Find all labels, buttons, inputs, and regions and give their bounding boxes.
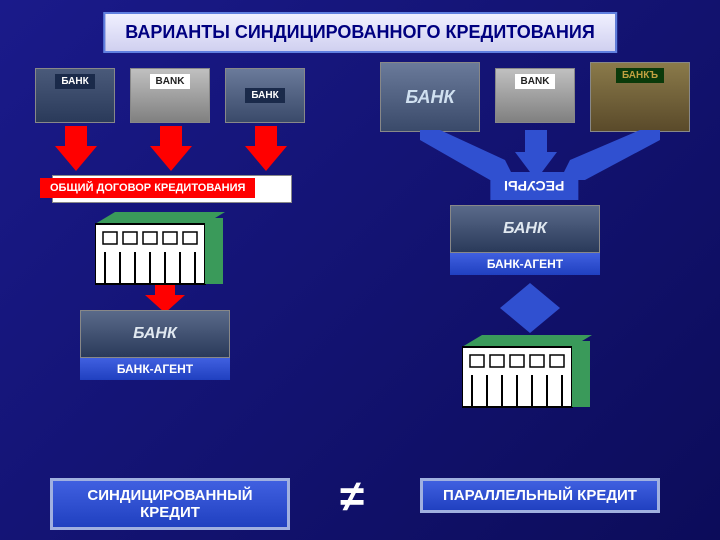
agent-img: БАНК [80, 310, 230, 358]
agent-label: БАНК-АГЕНТ [80, 358, 230, 380]
bank-sign: БАНК [55, 74, 94, 89]
left-bank-3: БАНК [225, 68, 305, 123]
right-building [462, 335, 592, 415]
left-arrows-top [35, 126, 305, 176]
doc-label: ОБЩИЙ ДОГОВОР КРЕДИТОВАНИЯ [40, 178, 255, 198]
right-bank-3: БАНКЪ [590, 62, 690, 132]
bottom-right-box: ПАРАЛЛЕЛЬНЫЙ КРЕДИТ [420, 478, 660, 513]
right-diamond [500, 283, 560, 333]
bottom-left-box: СИНДИЦИРОВАННЫЙ КРЕДИТ [50, 478, 290, 530]
left-bank-2: BANK [130, 68, 210, 123]
right-agent: БАНК БАНК-АГЕНТ [450, 205, 600, 275]
left-bank-1: БАНК [35, 68, 115, 123]
bank-sign: БАНК [405, 87, 454, 108]
not-equal-symbol: ≠ [340, 472, 364, 522]
bank-sign: BANK [150, 74, 191, 89]
bank-sign: БАНК [245, 88, 284, 103]
agent-label: БАНК-АГЕНТ [450, 253, 600, 275]
page-title: ВАРИАНТЫ СИНДИЦИРОВАННОГО КРЕДИТОВАНИЯ [103, 12, 617, 53]
right-bank-2: BANK [495, 68, 575, 123]
left-building-1 [95, 212, 225, 292]
agent-img: БАНК [450, 205, 600, 253]
bank-sign: БАНКЪ [616, 68, 664, 83]
left-agent: БАНК БАНК-АГЕНТ [80, 310, 230, 380]
bank-sign: BANK [515, 74, 556, 89]
resources-label: РЕСУРЫ [490, 172, 578, 200]
right-bank-1: БАНК [380, 62, 480, 132]
